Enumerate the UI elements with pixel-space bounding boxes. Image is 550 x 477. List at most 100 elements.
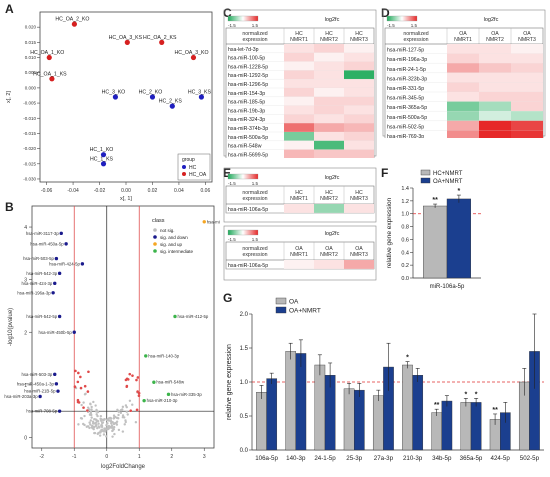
column-label: NMRT2 bbox=[320, 196, 338, 202]
point-label: hsa-miR-542-5p bbox=[26, 314, 57, 319]
bar-chart-106a: 0.0 0.2 0.4 0.6 0.8 1.0 1.2 1.4 relative gene ex… bbox=[386, 169, 481, 290]
not-sig-point bbox=[94, 404, 97, 407]
bar bbox=[423, 205, 448, 279]
sig-point bbox=[87, 370, 90, 374]
not-sig-point bbox=[91, 422, 95, 425]
significance-mark: * bbox=[406, 355, 409, 362]
header-label: normalized bbox=[403, 31, 428, 37]
not-sig-point bbox=[88, 408, 91, 411]
legend-label: HC bbox=[189, 165, 197, 171]
category-label: 140-3p bbox=[286, 455, 306, 462]
labeled-point bbox=[173, 314, 177, 319]
labeled-point bbox=[54, 256, 59, 261]
labeled-point bbox=[144, 354, 148, 358]
row-label: hsa-miR-1296-5p bbox=[228, 82, 268, 88]
data-point bbox=[46, 54, 52, 61]
labeled-point bbox=[53, 281, 57, 286]
x-tick-label: -0.04 bbox=[67, 188, 79, 194]
point-label: hsa-miR-450b-5p bbox=[39, 330, 73, 335]
column-label: NMRT2 bbox=[486, 37, 504, 43]
heatmap-cell bbox=[447, 63, 479, 73]
y-tick-label: 1.5 bbox=[240, 346, 249, 352]
x-axis-label: log2FoldChange bbox=[101, 464, 146, 470]
heatmap-cell bbox=[344, 88, 374, 97]
not-sig-point bbox=[121, 430, 125, 433]
scale-max-label: 1.5 bbox=[411, 23, 418, 28]
labeled-point bbox=[56, 389, 60, 393]
y-tick-label: 0.020 bbox=[25, 25, 37, 30]
header-label: expression bbox=[242, 252, 267, 258]
y-axis-label: -log10(pvalue) bbox=[8, 308, 14, 346]
plot-frame bbox=[31, 205, 215, 449]
heatmap-cell bbox=[314, 105, 344, 115]
point-label: hsa-miR-450a-1-3p bbox=[17, 381, 55, 386]
significance-mark: * bbox=[465, 391, 468, 398]
heatmap-cell bbox=[314, 204, 344, 213]
x-tick-label: -2 bbox=[40, 454, 45, 460]
not-sig-point bbox=[89, 402, 92, 405]
row-label: hsa-let-7d-3p bbox=[228, 47, 259, 53]
heatmap-cell bbox=[344, 114, 374, 124]
heatmap-cell bbox=[479, 72, 511, 83]
y-axis-label: relative gene expression bbox=[226, 344, 233, 420]
heatmap-cell bbox=[511, 111, 543, 121]
heatmap-cell bbox=[344, 123, 374, 132]
not-sig-point bbox=[134, 421, 138, 424]
not-sig-point bbox=[109, 417, 113, 420]
column-label: HC bbox=[325, 190, 333, 196]
not-sig-point bbox=[102, 429, 106, 432]
column-label: OA bbox=[325, 246, 333, 252]
x-tick-label: -0.02 bbox=[94, 188, 106, 194]
sig-point bbox=[136, 390, 139, 393]
legend-label: sig. and up bbox=[160, 242, 183, 247]
data-point bbox=[49, 76, 55, 82]
significance-mark: ** bbox=[434, 402, 440, 409]
y-tick-label: 0.000 bbox=[25, 85, 37, 90]
data-point bbox=[71, 21, 77, 27]
point-label: hsa-miR-335-3p bbox=[171, 392, 202, 397]
y-tick-label: 1.2 bbox=[401, 199, 409, 205]
sig-point bbox=[79, 386, 83, 390]
sig-point bbox=[74, 369, 77, 373]
data-point bbox=[149, 94, 156, 100]
scale-min-label: -1.5 bbox=[387, 23, 395, 28]
heatmap-cell bbox=[344, 96, 374, 106]
labeled-point bbox=[142, 398, 146, 403]
not-sig-point bbox=[84, 392, 87, 396]
not-sig-point bbox=[109, 426, 113, 429]
not-sig-point bbox=[98, 426, 101, 429]
category-label: 365a-5p bbox=[460, 455, 483, 462]
x-axis-label: x[, 1] bbox=[120, 196, 132, 202]
legend-marker bbox=[182, 172, 186, 176]
data-point bbox=[198, 94, 205, 100]
column-label: NMRT2 bbox=[320, 37, 338, 43]
significance-mark: ** bbox=[432, 197, 438, 204]
not-sig-point bbox=[96, 426, 99, 430]
row-label: hsa-miR-331-5p bbox=[387, 86, 424, 92]
heatmap-cell bbox=[447, 53, 479, 64]
heatmap-cell bbox=[284, 132, 314, 141]
y-tick-label: -0.010 bbox=[23, 116, 36, 121]
heatmap-cell bbox=[511, 53, 543, 64]
legend-marker bbox=[153, 228, 157, 232]
sig-point bbox=[83, 384, 87, 388]
row-label: hsa-miR-345-5p bbox=[387, 96, 424, 102]
column-label: HC bbox=[355, 31, 363, 37]
scale-min-label: -1.5 bbox=[228, 237, 236, 242]
point-label: HC_OA_2_KO bbox=[55, 17, 89, 23]
heatmap-cell bbox=[479, 44, 511, 54]
heatmap-cell bbox=[447, 92, 479, 102]
x-tick-label: 3 bbox=[203, 454, 206, 460]
labeled-point bbox=[57, 314, 62, 319]
labeled-point bbox=[202, 220, 206, 224]
heatmap-cell bbox=[479, 130, 511, 138]
not-sig-point bbox=[89, 423, 92, 426]
not-sig-point bbox=[85, 425, 88, 428]
y-tick-label: -0.025 bbox=[23, 161, 36, 166]
not-sig-point bbox=[111, 435, 114, 438]
panel-letter-d: D bbox=[381, 6, 390, 20]
bar bbox=[431, 412, 443, 451]
header-label: normalized bbox=[242, 190, 267, 196]
y-tick-label: -0.015 bbox=[23, 131, 36, 136]
not-sig-point bbox=[88, 421, 91, 424]
